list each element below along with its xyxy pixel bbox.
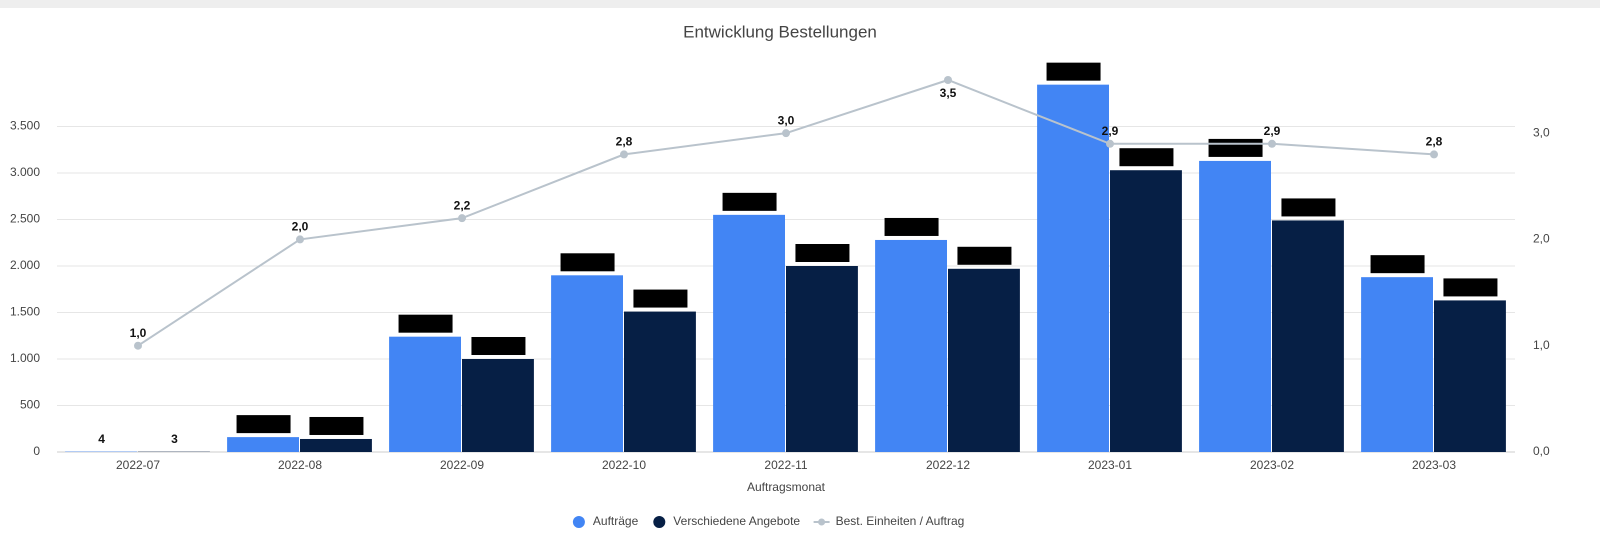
y-tick-label: 1.500 — [10, 305, 40, 319]
line-value-label: 3,5 — [940, 86, 957, 100]
y-tick-label: 2.500 — [10, 212, 40, 226]
bar — [1434, 300, 1506, 452]
y2-tick-label: 1,0 — [1533, 338, 1550, 352]
line-value-label: 2,0 — [292, 220, 309, 234]
bar — [1361, 277, 1433, 452]
redaction — [1281, 198, 1336, 217]
line-point — [458, 214, 466, 223]
line-value-label: 2,9 — [1264, 124, 1281, 138]
redaction — [722, 192, 777, 211]
x-axis-title: Auftragsmonat — [747, 480, 826, 494]
redaction — [309, 416, 364, 435]
redaction — [398, 314, 453, 333]
legend-swatch — [653, 516, 666, 528]
x-tick-label: 2023-01 — [1088, 458, 1132, 472]
line-value-label: 3,0 — [778, 113, 795, 127]
x-tick-label: 2022-11 — [764, 458, 807, 472]
x-tick-label: 2022-12 — [926, 458, 970, 472]
redaction — [560, 253, 615, 272]
bar — [300, 438, 372, 452]
redaction — [471, 337, 526, 355]
line-point — [1430, 150, 1438, 159]
redaction — [1443, 278, 1498, 297]
line-value-label: 2,8 — [1426, 135, 1443, 149]
line-point — [1106, 139, 1114, 148]
y-tick-label: 3.500 — [10, 119, 40, 133]
line-value-label: 2,8 — [616, 135, 633, 149]
line-point — [296, 235, 304, 244]
redaction — [1370, 255, 1425, 274]
redaction — [1046, 62, 1101, 81]
x-tick-label: 2022-09 — [440, 458, 484, 472]
line-value-label: 2,9 — [1102, 124, 1119, 138]
x-tick-label: 2022-07 — [116, 458, 160, 472]
legend-label: Verschiedene Angebote — [673, 514, 800, 528]
y-tick-label: 3.000 — [10, 165, 40, 179]
bar — [551, 275, 623, 452]
line-point — [944, 76, 952, 84]
y2-tick-label: 2,0 — [1533, 232, 1550, 246]
y-tick-label: 1.000 — [10, 351, 40, 365]
bar — [462, 359, 534, 452]
chart-title: Entwicklung Bestellungen — [683, 22, 877, 41]
y-tick-label: 500 — [20, 398, 40, 412]
bar — [786, 266, 858, 452]
y-tick-label: 2.000 — [10, 258, 40, 272]
y2-tick-label: 0,0 — [1533, 444, 1550, 458]
x-tick-label: 2023-02 — [1250, 458, 1294, 472]
line-value-label: 2,2 — [454, 198, 471, 212]
bar — [1110, 170, 1182, 452]
line-point — [782, 129, 790, 138]
bar — [227, 437, 299, 452]
x-tick-label: 2023-03 — [1412, 458, 1456, 472]
bar — [624, 311, 696, 452]
redaction — [884, 217, 939, 236]
redaction — [633, 289, 688, 308]
line-point — [1268, 139, 1276, 148]
line-point — [620, 150, 628, 159]
legend-label: Best. Einheiten / Auftrag — [836, 514, 965, 528]
y-tick-label: 0 — [33, 444, 40, 458]
bar-value-label: 3 — [171, 432, 178, 446]
bar — [1037, 84, 1109, 453]
bar — [389, 336, 461, 452]
x-tick-label: 2022-10 — [602, 458, 646, 472]
line-point — [134, 341, 142, 350]
redaction — [795, 244, 850, 262]
bar — [948, 268, 1020, 452]
legend-label: Aufträge — [593, 514, 639, 528]
bar-value-label: 4 — [98, 432, 105, 446]
top-strip — [0, 0, 1600, 8]
bar — [875, 239, 947, 452]
redaction — [1119, 148, 1174, 167]
line-value-label: 1,0 — [130, 326, 147, 340]
y2-tick-label: 3,0 — [1533, 125, 1550, 139]
legend-swatch — [572, 516, 585, 528]
redaction — [957, 246, 1012, 265]
redaction — [1208, 138, 1263, 157]
legend-swatch — [818, 518, 826, 526]
bar — [713, 214, 785, 452]
bar — [1199, 160, 1271, 452]
bar — [1272, 220, 1344, 452]
redaction — [236, 415, 291, 434]
x-tick-label: 2022-08 — [278, 458, 322, 472]
